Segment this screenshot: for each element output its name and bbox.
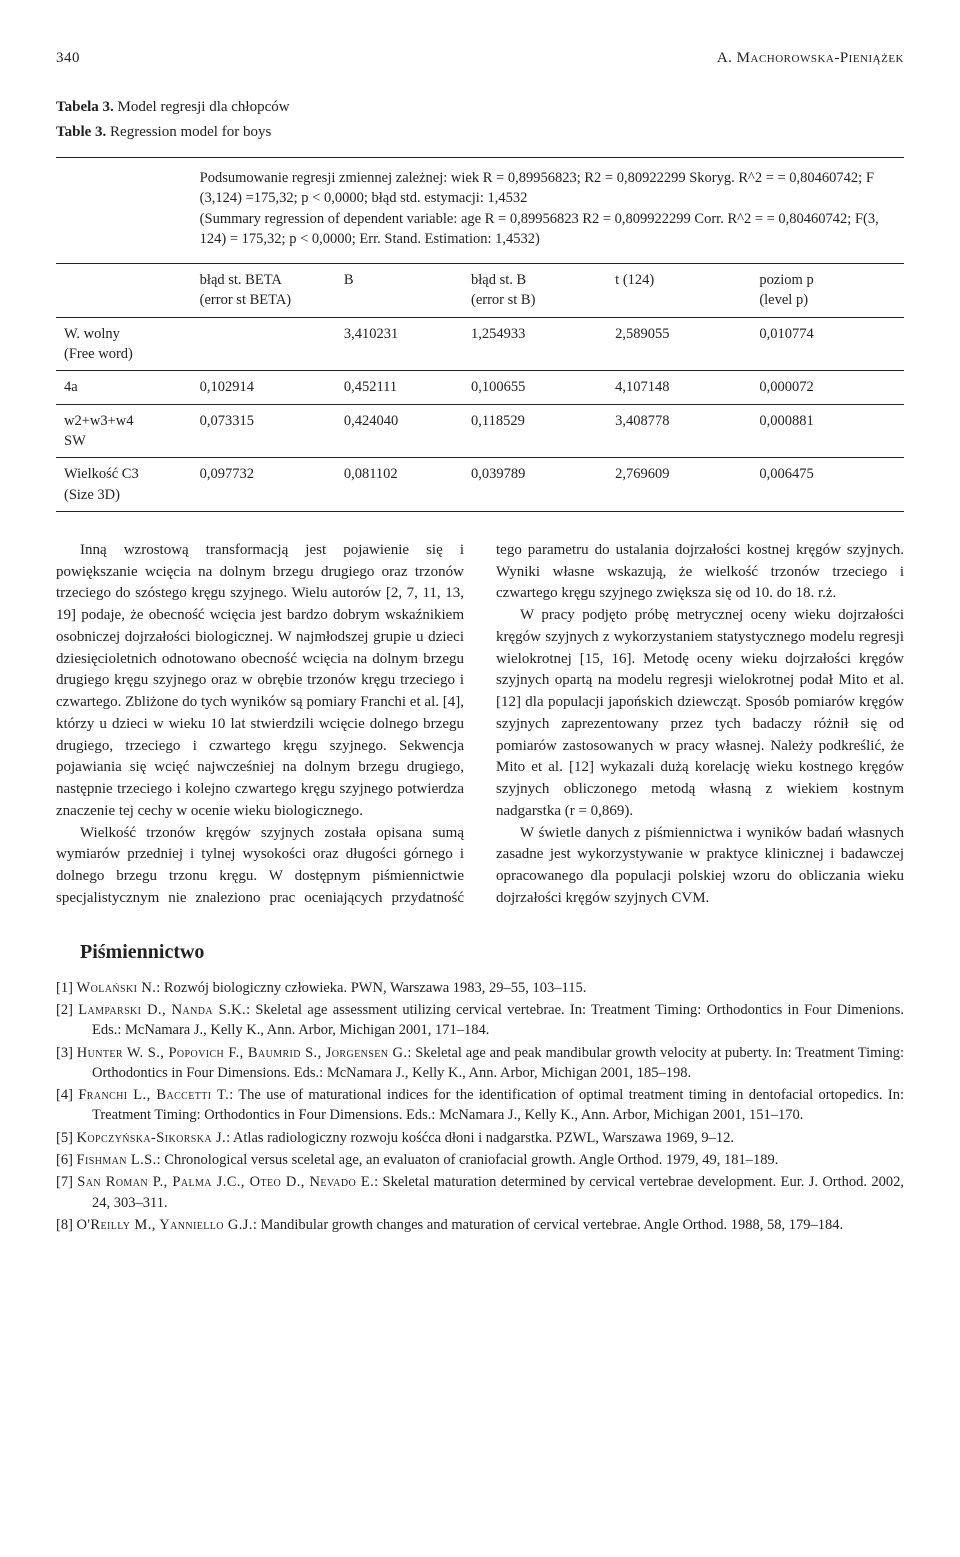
- ref-authors: San Roman P., Palma J.C., Oteo D., Nevad…: [77, 1174, 374, 1190]
- ref-authors: Lamparski D., Nanda S.K.: [78, 1002, 246, 1018]
- ref-authors: Wolański N.: [77, 980, 157, 996]
- row-label: Wielkość C3 (Size 3D): [56, 458, 192, 512]
- col-t: t (124): [607, 264, 751, 318]
- col-p: poziom p (level p): [751, 264, 904, 318]
- table-row: 4a 0,102914 0,452111 0,100655 4,107148 0…: [56, 371, 904, 404]
- page-header: 340 A. Machorowska-Pieniążek: [56, 48, 904, 69]
- reference-item: [5] Kopczyńska-Sikorska J.: Atlas radiol…: [56, 1128, 904, 1148]
- table-row: w2+w3+w4 SW 0,073315 0,424040 0,118529 3…: [56, 404, 904, 458]
- cell: 0,073315: [192, 404, 336, 458]
- cell: 0,006475: [751, 458, 904, 512]
- body-paragraph: W świetle danych z piśmiennictwa i wynik…: [496, 823, 904, 910]
- table-summary-row: Podsumowanie regresji zmiennej zależnej:…: [56, 158, 904, 264]
- ref-num: [8]: [56, 1217, 73, 1233]
- ref-authors: Kopczyńska-Sikorska J.: [77, 1130, 227, 1146]
- page-number: 340: [56, 48, 80, 69]
- table-caption-en: Table 3. Regression model for boys: [56, 122, 904, 143]
- table-caption-en-text: Regression model for boys: [110, 124, 271, 140]
- reference-item: [4] Franchi L., Baccetti T.: The use of …: [56, 1085, 904, 1126]
- reference-item: [3] Hunter W. S., Popovich F., Baumrid S…: [56, 1043, 904, 1084]
- cell: 3,410231: [336, 317, 463, 371]
- ref-body: : Mandibular growth changes and maturati…: [253, 1217, 843, 1233]
- ref-num: [3]: [56, 1045, 73, 1061]
- cell: 4,107148: [607, 371, 751, 404]
- cell: 0,102914: [192, 371, 336, 404]
- cell: [192, 317, 336, 371]
- regression-table: Podsumowanie regresji zmiennej zależnej:…: [56, 157, 904, 512]
- col-b: B: [336, 264, 463, 318]
- ref-num: [5]: [56, 1130, 73, 1146]
- reference-item: [7] San Roman P., Palma J.C., Oteo D., N…: [56, 1172, 904, 1213]
- row-label: w2+w3+w4 SW: [56, 404, 192, 458]
- table-caption-pl: Tabela 3. Model regresji dla chłopców: [56, 97, 904, 118]
- reference-item: [6] Fishman L.S.: Chronological versus s…: [56, 1150, 904, 1170]
- ref-num: [1]: [56, 980, 73, 996]
- row-label: W. wolny (Free word): [56, 317, 192, 371]
- col-b-err: błąd st. B (error st B): [463, 264, 607, 318]
- reference-item: [2] Lamparski D., Nanda S.K.: Skeletal a…: [56, 1000, 904, 1041]
- ref-num: [7]: [56, 1174, 73, 1190]
- cell: 0,118529: [463, 404, 607, 458]
- table-row: W. wolny (Free word) 3,410231 1,254933 2…: [56, 317, 904, 371]
- body-paragraph: Inną wzrostową transformacją jest pojawi…: [56, 540, 464, 823]
- ref-num: [6]: [56, 1152, 73, 1168]
- cell: 0,000881: [751, 404, 904, 458]
- cell: 0,010774: [751, 317, 904, 371]
- ref-num: [4]: [56, 1087, 73, 1103]
- cell: 0,097732: [192, 458, 336, 512]
- table-caption-pl-text: Model regresji dla chłopców: [118, 99, 290, 115]
- table-caption-pl-label: Tabela 3.: [56, 99, 114, 115]
- cell: 0,039789: [463, 458, 607, 512]
- table-header-row: błąd st. BETA (error st BETA) B błąd st.…: [56, 264, 904, 318]
- cell: 3,408778: [607, 404, 751, 458]
- ref-body: : Rozwój biologiczny człowieka. PWN, War…: [156, 980, 586, 996]
- ref-authors: Hunter W. S., Popovich F., Baumrid S., J…: [77, 1045, 408, 1061]
- cell: 1,254933: [463, 317, 607, 371]
- ref-authors: O'Reilly M., Yanniello G.J.: [77, 1217, 253, 1233]
- ref-authors: Fishman L.S.: [77, 1152, 157, 1168]
- cell: 0,452111: [336, 371, 463, 404]
- cell: 2,769609: [607, 458, 751, 512]
- col-beta-err: błąd st. BETA (error st BETA): [192, 264, 336, 318]
- table-caption-en-label: Table 3.: [56, 124, 106, 140]
- table-summary: Podsumowanie regresji zmiennej zależnej:…: [192, 158, 904, 264]
- cell: 0,081102: [336, 458, 463, 512]
- table-row: Wielkość C3 (Size 3D) 0,097732 0,081102 …: [56, 458, 904, 512]
- ref-num: [2]: [56, 1002, 73, 1018]
- cell: 0,100655: [463, 371, 607, 404]
- references-list: [1] Wolański N.: Rozwój biologiczny czło…: [56, 978, 904, 1236]
- references-heading: Piśmiennictwo: [80, 938, 904, 966]
- body-text: Inną wzrostową transformacją jest pojawi…: [56, 540, 904, 910]
- running-head-author: A. Machorowska-Pieniążek: [717, 48, 904, 69]
- body-paragraph: W pracy podjęto próbę metrycznej oceny w…: [496, 605, 904, 823]
- reference-item: [1] Wolański N.: Rozwój biologiczny czło…: [56, 978, 904, 998]
- cell: 2,589055: [607, 317, 751, 371]
- ref-body: : Atlas radiologiczny rozwoju kośćca dło…: [226, 1130, 734, 1146]
- col-0: [56, 264, 192, 318]
- reference-item: [8] O'Reilly M., Yanniello G.J.: Mandibu…: [56, 1215, 904, 1235]
- row-label: 4a: [56, 371, 192, 404]
- cell: 0,000072: [751, 371, 904, 404]
- cell: 0,424040: [336, 404, 463, 458]
- ref-authors: Franchi L., Baccetti T.: [78, 1087, 229, 1103]
- table-summary-blank: [56, 158, 192, 264]
- ref-body: : Chronological versus sceletal age, an …: [157, 1152, 779, 1168]
